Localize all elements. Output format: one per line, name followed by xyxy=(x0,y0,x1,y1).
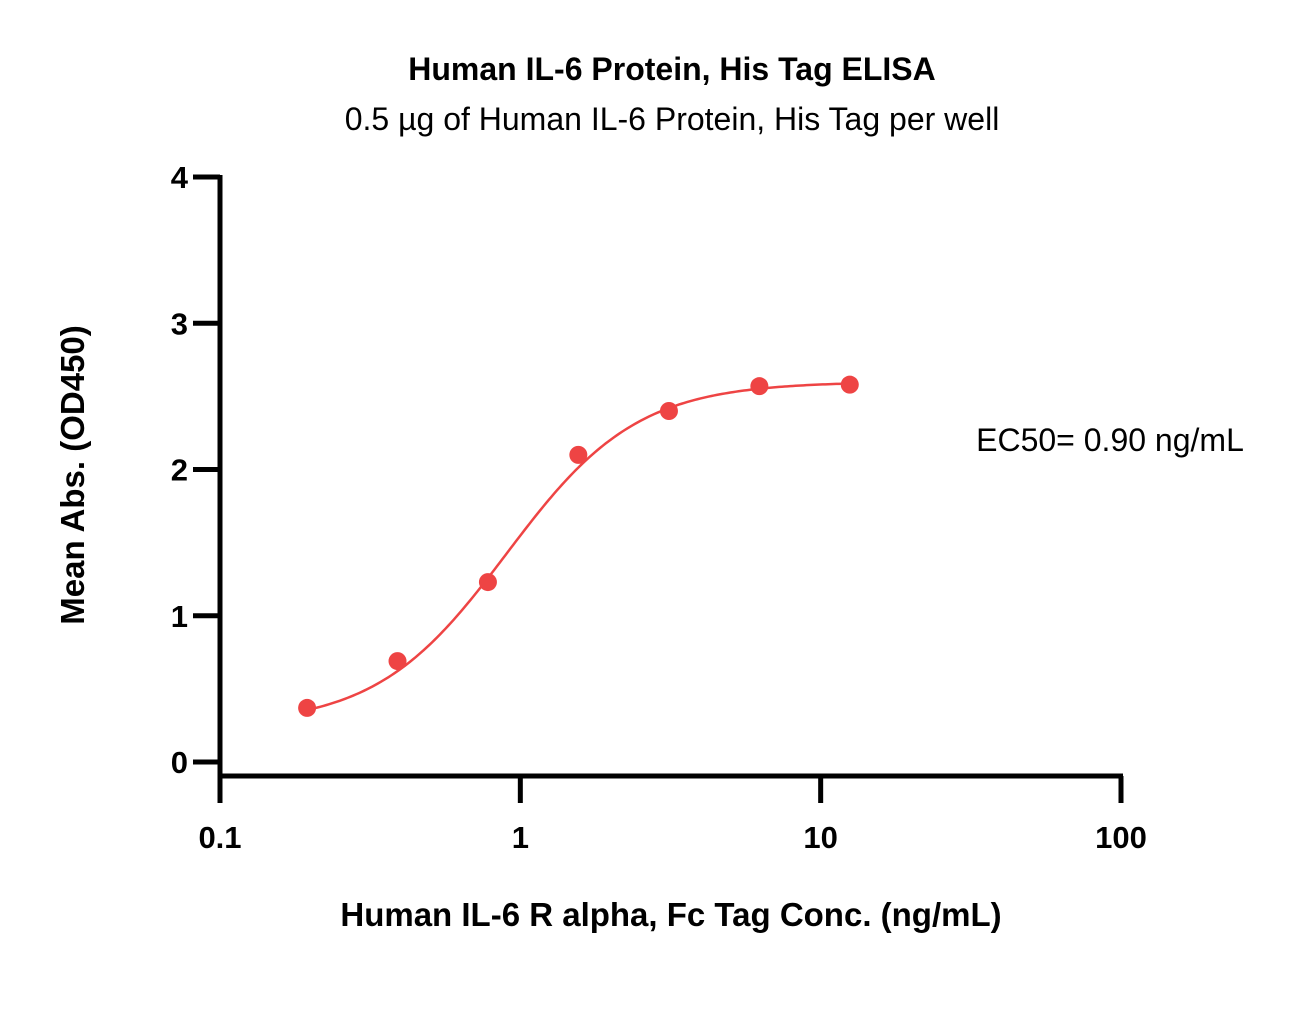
data-point xyxy=(298,698,317,717)
y-tick-label: 1 xyxy=(171,599,188,634)
x-axis: 0.1 1 10 100 xyxy=(198,773,1147,855)
x-tick-label: 0.1 xyxy=(198,820,241,855)
data-point xyxy=(388,652,407,671)
data-point xyxy=(750,377,769,396)
y-tick-label: 0 xyxy=(171,745,188,780)
data-point xyxy=(840,375,859,394)
y-tick-label: 2 xyxy=(171,453,188,488)
x-tick-label: 1 xyxy=(512,820,529,855)
chart-subtitle: 0.5 µg of Human IL-6 Protein, His Tag pe… xyxy=(345,101,1000,137)
x-tick-label: 100 xyxy=(1095,820,1147,855)
data-point xyxy=(569,445,588,464)
y-axis-title: Mean Abs. (OD450) xyxy=(54,325,91,625)
x-axis-title: Human IL-6 R alpha, Fc Tag Conc. (ng/mL) xyxy=(340,896,1001,933)
data-points xyxy=(298,375,859,717)
data-point xyxy=(478,573,497,592)
chart-title: Human IL-6 Protein, His Tag ELISA xyxy=(408,51,935,87)
y-axis: 0 1 2 3 4 xyxy=(171,160,223,780)
y-tick-label: 4 xyxy=(171,160,189,195)
fit-curve xyxy=(306,382,850,712)
x-tick-label: 10 xyxy=(803,820,837,855)
data-point xyxy=(659,402,678,420)
ec50-annotation: EC50= 0.90 ng/mL xyxy=(976,422,1244,458)
y-tick-label: 3 xyxy=(171,306,188,341)
